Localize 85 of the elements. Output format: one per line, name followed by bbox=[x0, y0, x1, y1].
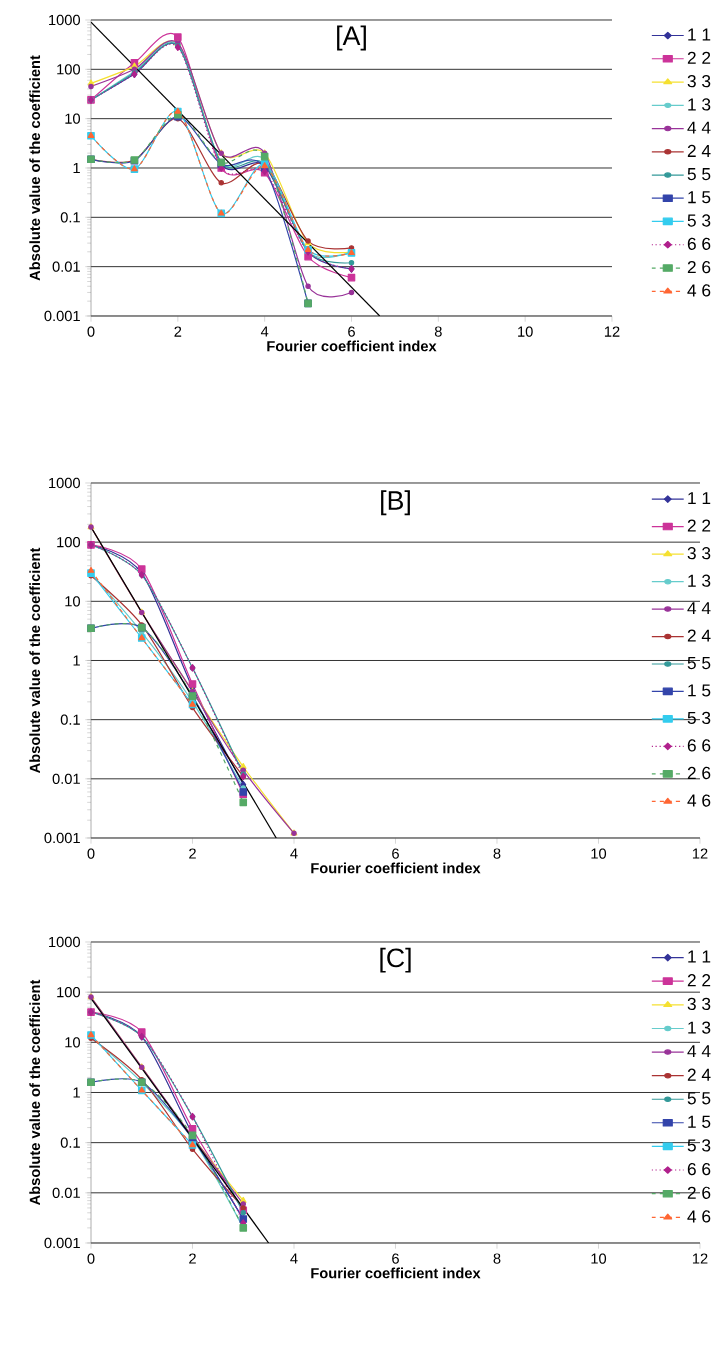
legend-label: 5 3 bbox=[687, 1139, 711, 1152]
y-tick-label: 0.1 bbox=[60, 1137, 80, 1148]
y-axis-title: Absolute value of the coefficient bbox=[29, 55, 41, 281]
x-tick-label: 12 bbox=[692, 1253, 708, 1264]
chart-title: [B] bbox=[381, 490, 410, 516]
chart-title: [A] bbox=[337, 25, 366, 51]
y-tick-label: 1 bbox=[73, 1087, 80, 1098]
legend-label: 2 6 bbox=[687, 766, 711, 780]
x-tick-label: 0 bbox=[87, 1253, 95, 1264]
x-tick-label: 6 bbox=[392, 848, 399, 859]
x-tick-label: 0 bbox=[87, 326, 95, 337]
x-tick-label: 6 bbox=[392, 1253, 399, 1264]
chart-title: [C] bbox=[380, 947, 411, 973]
x-axis-title: Fourier coefficient index bbox=[311, 1267, 481, 1279]
legend-label: 6 6 bbox=[687, 739, 711, 752]
legend-label: 1 1 bbox=[688, 950, 711, 963]
legend-label: 3 3 bbox=[687, 75, 711, 88]
x-tick-label: 4 bbox=[290, 848, 298, 859]
y-tick-label: 100 bbox=[57, 986, 81, 998]
y-tick-label: 0.1 bbox=[60, 212, 80, 223]
legend-label: 1 5 bbox=[688, 1115, 711, 1128]
legend-label: 2 4 bbox=[687, 144, 711, 157]
x-axis-title: Fourier coefficient index bbox=[267, 340, 437, 352]
y-tick-label: 1000 bbox=[49, 936, 80, 948]
y-tick-label: 0.01 bbox=[52, 773, 80, 785]
y-tick-label: 100 bbox=[57, 64, 81, 75]
y-tick-label: 1000 bbox=[49, 14, 80, 26]
x-tick-label: 8 bbox=[493, 848, 501, 859]
y-tick-label: 0.01 bbox=[52, 261, 80, 272]
legend-label: 6 6 bbox=[687, 237, 711, 250]
x-tick-label: 2 bbox=[174, 326, 182, 337]
y-tick-label: 1000 bbox=[49, 477, 80, 489]
x-tick-label: 12 bbox=[604, 326, 620, 337]
legend-label: 1 3 bbox=[688, 574, 711, 587]
y-tick-label: 0.001 bbox=[44, 1237, 80, 1249]
legend-label: 2 2 bbox=[687, 51, 711, 64]
x-tick-label: 12 bbox=[692, 848, 708, 859]
x-tick-label: 6 bbox=[348, 326, 355, 337]
x-tick-label: 8 bbox=[493, 1253, 501, 1264]
legend-label: 4 6 bbox=[687, 1210, 711, 1223]
y-tick-label: 10 bbox=[65, 113, 81, 124]
y-tick-label: 1 bbox=[73, 655, 80, 666]
legend-label: 1 5 bbox=[688, 191, 711, 204]
y-tick-label: 0.01 bbox=[52, 1187, 80, 1199]
y-tick-label: 10 bbox=[65, 596, 81, 607]
y-tick-label: 0.1 bbox=[60, 714, 80, 725]
x-axis-title: Fourier coefficient index bbox=[311, 862, 481, 874]
y-axis-title: Absolute value of the coefficient bbox=[29, 979, 41, 1205]
legend-label: 5 5 bbox=[687, 168, 711, 181]
legend-label: 2 2 bbox=[687, 974, 711, 987]
x-tick-label: 10 bbox=[591, 848, 607, 859]
legend-label: 2 2 bbox=[687, 519, 711, 532]
legend-label: 4 6 bbox=[687, 794, 711, 807]
legend-label: 1 1 bbox=[688, 28, 711, 41]
legend-label: 2 4 bbox=[687, 1068, 711, 1081]
x-tick-label: 2 bbox=[189, 848, 196, 859]
x-tick-label: 8 bbox=[434, 326, 442, 337]
x-tick-label: 4 bbox=[260, 326, 269, 337]
legend-label: 6 6 bbox=[687, 1162, 711, 1176]
legend-label: 4 4 bbox=[687, 1045, 711, 1058]
legend-label: 4 4 bbox=[687, 121, 711, 134]
y-tick-label: 1 bbox=[73, 162, 80, 174]
x-tick-label: 4 bbox=[290, 1253, 298, 1264]
x-tick-label: 2 bbox=[189, 1253, 196, 1264]
legend-label: 4 4 bbox=[687, 602, 711, 615]
legend-label: 5 5 bbox=[687, 1092, 711, 1105]
legend-label: 2 6 bbox=[687, 261, 711, 274]
y-axis-title: Absolute value of the coefficient bbox=[29, 547, 41, 773]
legend-label: 1 1 bbox=[688, 492, 711, 505]
x-tick-label: 0 bbox=[87, 848, 95, 859]
legend-label: 3 3 bbox=[687, 997, 711, 1011]
y-tick-label: 100 bbox=[57, 536, 81, 548]
legend-label: 2 4 bbox=[687, 629, 711, 642]
legend-label: 1 5 bbox=[688, 684, 711, 697]
legend-label: 4 6 bbox=[687, 284, 711, 297]
legend-label: 3 3 bbox=[687, 547, 711, 560]
x-tick-label: 10 bbox=[591, 1253, 607, 1264]
x-tick-label: 10 bbox=[518, 326, 533, 337]
legend-label: 5 3 bbox=[687, 214, 711, 227]
legend-label: 2 6 bbox=[687, 1186, 711, 1199]
y-tick-label: 0.001 bbox=[44, 310, 80, 322]
legend-label: 1 3 bbox=[688, 98, 711, 111]
legend-label: 1 3 bbox=[688, 1021, 711, 1034]
y-tick-label: 0.001 bbox=[44, 832, 80, 844]
y-tick-label: 10 bbox=[65, 1037, 81, 1048]
